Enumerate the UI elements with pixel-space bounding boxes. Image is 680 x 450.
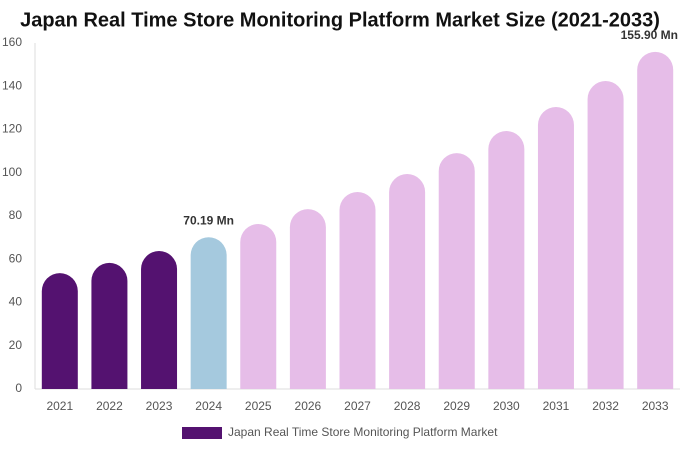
- x-tick-label: 2024: [195, 399, 222, 413]
- bar: [339, 191, 376, 389]
- bar: [488, 131, 525, 389]
- x-tick-label: 2031: [543, 399, 570, 413]
- bar: [587, 81, 624, 389]
- legend-label: Japan Real Time Store Monitoring Platfor…: [228, 425, 498, 439]
- bar: [537, 107, 574, 389]
- data-label: 155.90 Mn: [621, 28, 678, 42]
- bar: [190, 237, 227, 389]
- y-tick-label: 0: [15, 381, 22, 395]
- x-tick-label: 2033: [642, 399, 669, 413]
- bar: [240, 224, 277, 389]
- bar: [637, 51, 674, 390]
- x-tick-label: 2022: [96, 399, 123, 413]
- x-tick-label: 2032: [592, 399, 619, 413]
- x-tick-label: 2027: [344, 399, 371, 413]
- bar: [141, 251, 178, 389]
- x-tick-label: 2025: [245, 399, 272, 413]
- bar: [41, 273, 78, 389]
- x-tick-label: 2028: [394, 399, 421, 413]
- y-tick-label: 80: [9, 208, 23, 222]
- y-tick-label: 140: [2, 78, 22, 92]
- bar: [289, 209, 326, 389]
- chart-title: Japan Real Time Store Monitoring Platfor…: [20, 9, 660, 31]
- y-tick-label: 60: [9, 251, 23, 265]
- data-label: 70.19 Mn: [183, 213, 234, 227]
- x-tick-label: 2023: [146, 399, 173, 413]
- x-tick-label: 2030: [493, 399, 520, 413]
- x-tick-label: 2029: [443, 399, 470, 413]
- bar: [438, 153, 475, 389]
- y-tick-label: 40: [9, 295, 23, 309]
- y-tick-label: 20: [9, 338, 23, 352]
- x-tick-label: 2026: [295, 399, 322, 413]
- y-tick-label: 160: [2, 35, 22, 49]
- x-tick-label: 2021: [46, 399, 73, 413]
- y-tick-label: 120: [2, 122, 22, 136]
- bar: [389, 174, 426, 389]
- y-tick-label: 100: [2, 165, 22, 179]
- legend-swatch: [182, 427, 222, 439]
- bar: [91, 262, 128, 389]
